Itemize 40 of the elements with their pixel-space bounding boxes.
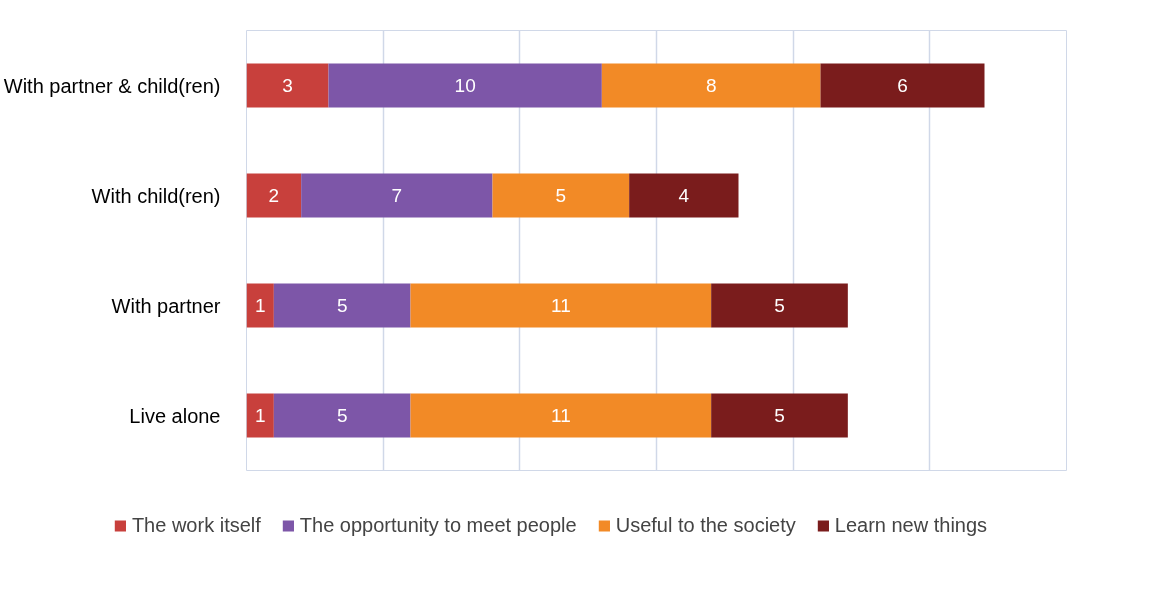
- bar: [246, 283, 274, 328]
- data-label: 5: [774, 405, 785, 426]
- bar: [492, 173, 630, 218]
- data-label: 4: [678, 185, 690, 206]
- bar: [711, 393, 848, 438]
- legend-label: The work itself: [131, 513, 261, 537]
- bar: [410, 283, 712, 328]
- y-tick-label: With partner: [111, 294, 221, 317]
- data-label: 7: [391, 185, 403, 206]
- data-label: 11: [550, 405, 571, 426]
- bar: [629, 173, 739, 218]
- data-label: 1: [254, 405, 266, 426]
- y-tick-label: Live alone: [129, 404, 221, 427]
- legend-label: The opportunity to meet people: [299, 513, 577, 537]
- data-label: 2: [268, 185, 280, 206]
- bar: [711, 283, 848, 328]
- data-label: 11: [550, 295, 571, 316]
- legend-label: Useful to the society: [615, 513, 796, 537]
- bar: [301, 173, 493, 218]
- bar: [246, 393, 274, 438]
- y-tick-label: With child(ren): [91, 184, 221, 207]
- bar: [328, 63, 602, 108]
- bar: [273, 393, 411, 438]
- bar: [246, 63, 329, 108]
- data-label: 3: [282, 75, 293, 96]
- bar: [246, 173, 302, 218]
- legend-label: Learn new things: [834, 513, 988, 537]
- data-label: 5: [336, 295, 348, 316]
- data-label: 10: [454, 75, 476, 96]
- y-tick-label: With partner & child(ren): [3, 74, 221, 97]
- data-label: 8: [705, 75, 717, 96]
- bar: [820, 63, 985, 108]
- data-label: 5: [555, 185, 567, 206]
- bar: [273, 283, 411, 328]
- data-label: 5: [774, 295, 785, 316]
- data-label: 5: [336, 405, 348, 426]
- data-label: 6: [897, 75, 908, 96]
- data-label: 1: [254, 295, 266, 316]
- bar: [601, 63, 821, 108]
- bar: [410, 393, 712, 438]
